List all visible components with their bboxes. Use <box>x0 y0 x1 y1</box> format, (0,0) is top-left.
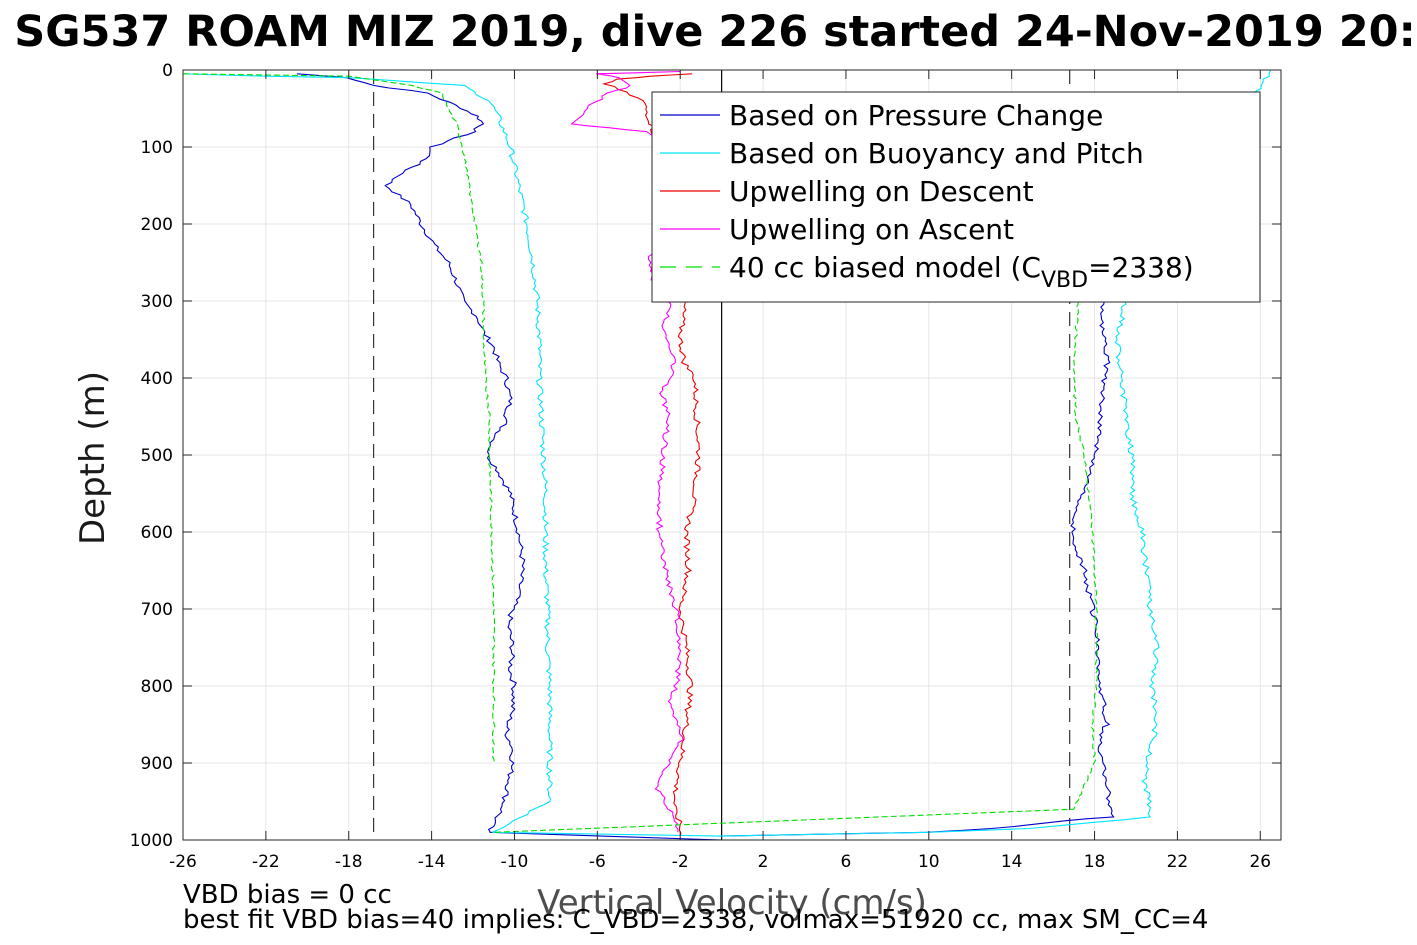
legend-label: 40 cc biased model (CVBD=2338) <box>729 251 1194 293</box>
best-fit-note: best fit VBD bias=40 implies: C_VBD=2338… <box>183 905 1208 935</box>
x-tick-label: -2 <box>672 852 689 872</box>
series-group <box>182 69 1272 841</box>
y-tick-label: 500 <box>141 446 173 466</box>
x-tick-label: -10 <box>501 852 529 872</box>
x-tick-label: 22 <box>1167 852 1189 872</box>
vbd-bias-note: VBD bias = 0 cc <box>183 880 392 910</box>
y-tick-label: 1000 <box>130 831 173 851</box>
legend-label: Based on Pressure Change <box>729 99 1103 132</box>
x-tick-label: 26 <box>1249 852 1271 872</box>
series-line-4-segment-1 <box>494 300 1099 833</box>
legend-label: Based on Buoyancy and Pitch <box>729 137 1144 170</box>
x-tick-label: 6 <box>841 852 852 872</box>
y-tick-label: 400 <box>141 369 173 389</box>
y-tick-label: 900 <box>141 754 173 774</box>
y-tick-label: 200 <box>141 215 173 235</box>
legend-label: Upwelling on Ascent <box>729 213 1014 246</box>
y-tick-label: 600 <box>141 523 173 543</box>
series-line-1-segment-0 <box>182 73 722 837</box>
y-tick-label: 0 <box>162 61 173 81</box>
x-tick-label: 14 <box>1001 852 1023 872</box>
y-axis-label: Depth (m) <box>73 371 113 545</box>
y-tick-label: 700 <box>141 600 173 620</box>
x-axis-ticks: -26 -22 -18 -14 -10 -6 -2 2 6 10 14 18 22 26 <box>169 70 1271 872</box>
legend-label: Upwelling on Descent <box>729 175 1034 208</box>
x-tick-label: 2 <box>758 852 769 872</box>
x-tick-label: -26 <box>169 852 197 872</box>
y-axis-ticks: 0 100 200 300 400 500 600 700 800 900 1000 <box>130 61 1281 851</box>
chart-title: SG537 ROAM MIZ 2019, dive 226 started 24… <box>14 7 1417 57</box>
legend-box <box>651 91 1261 303</box>
series-line-4-segment-0 <box>183 73 496 764</box>
x-axis-label: Vertical Velocity (cm/s) <box>537 883 927 923</box>
y-tick-label: 100 <box>141 138 173 158</box>
series-line-0-segment-1 <box>719 192 1115 837</box>
x-tick-label: -22 <box>252 852 280 872</box>
x-tick-label: -18 <box>335 852 363 872</box>
x-tick-label: 18 <box>1084 852 1106 872</box>
x-tick-label: 10 <box>918 852 940 872</box>
legend: Based on Pressure Change Based on Buoyanc… <box>651 91 1261 303</box>
x-tick-label: -14 <box>418 852 446 872</box>
y-tick-label: 800 <box>141 677 173 697</box>
y-tick-label: 300 <box>141 292 173 312</box>
x-tick-label: -6 <box>589 852 606 872</box>
series-line-0-segment-0 <box>296 73 722 841</box>
